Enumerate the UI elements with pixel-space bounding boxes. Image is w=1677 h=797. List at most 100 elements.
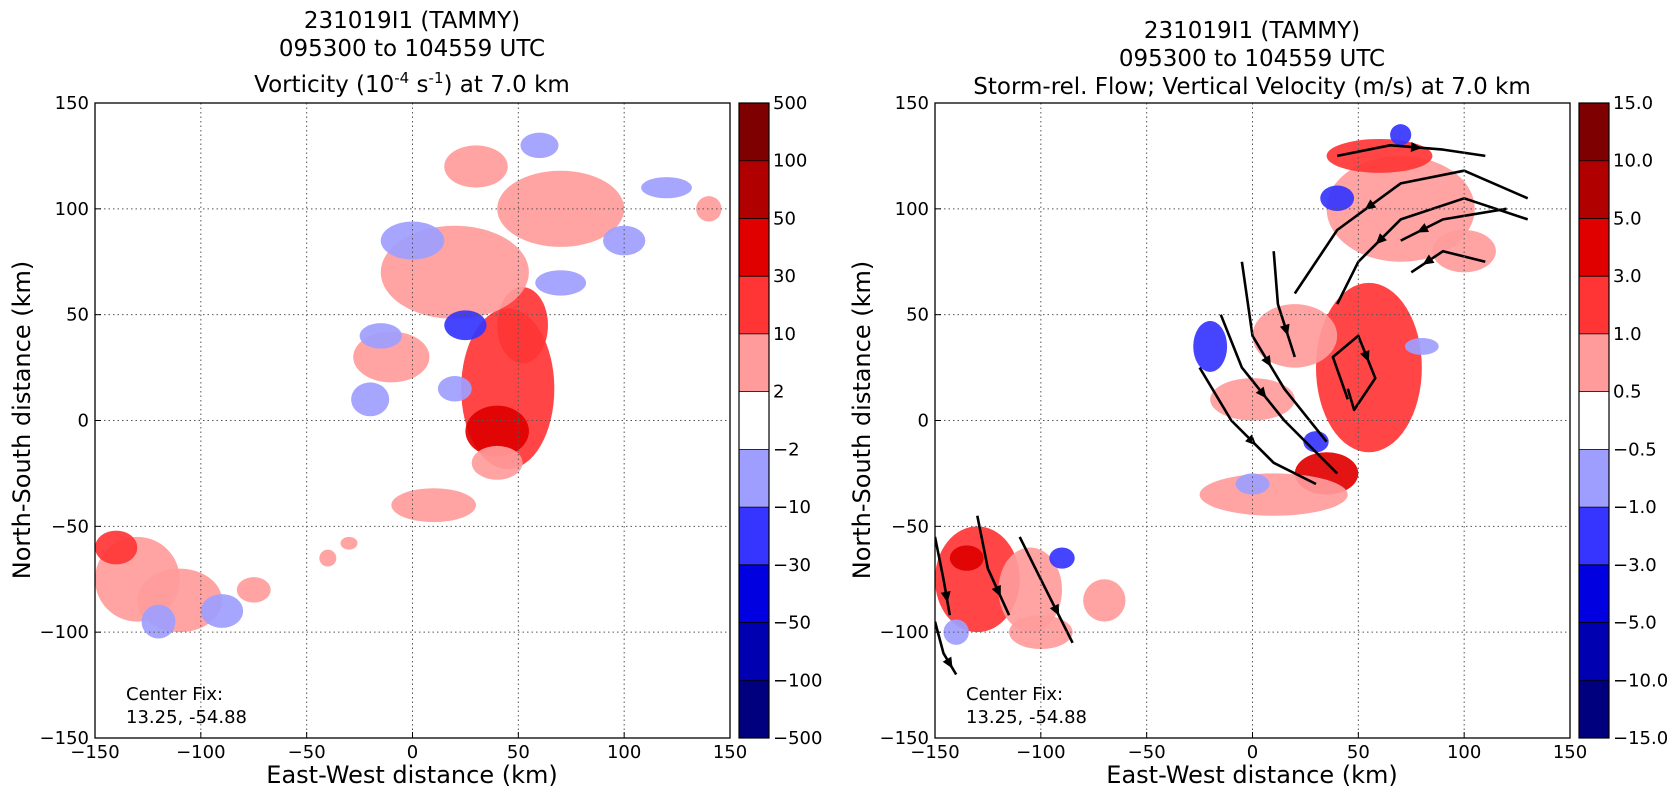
- colorbar-frame: [738, 102, 770, 739]
- colorbar-segment: [739, 391, 769, 450]
- title-field-post: ) at 7.0 km: [444, 72, 570, 98]
- y-axis-label: North-South distance (km): [848, 261, 876, 580]
- streamline-arrowhead: [1360, 350, 1370, 363]
- field-contour-blob: [949, 545, 984, 571]
- field-contour-blob: [1320, 185, 1355, 211]
- colorbar-tick-label: −50: [773, 613, 811, 634]
- x-ticks: −150 −100 −50 0 50 100 150: [70, 732, 747, 763]
- field-contour-blob: [95, 530, 138, 565]
- y-tick-label: −150: [880, 728, 929, 749]
- y-tick-label: 100: [55, 199, 89, 220]
- vertical-velocity-panel: 231019I1 (TAMMY) 095300 to 104559 UTC St…: [848, 18, 1668, 789]
- colorbar-tick-label: 10.0: [1613, 151, 1653, 172]
- field-contour-blob: [200, 594, 244, 628]
- field-contour-blob: [1404, 337, 1439, 355]
- colorbar-segment: [739, 103, 769, 161]
- y-axis-label: North-South distance (km): [8, 261, 36, 580]
- streamline-arrowhead: [1410, 142, 1422, 152]
- field-contour-blob: [1193, 321, 1228, 372]
- field-contour-blob: [1235, 473, 1270, 495]
- field-contour-blob: [351, 382, 390, 417]
- colorbar-segment: [1579, 680, 1609, 738]
- colorbar-tick-label: 100: [773, 151, 807, 172]
- x-tick-label: 100: [607, 742, 641, 763]
- x-tick-label: 0: [407, 742, 418, 763]
- x-tick-label: −50: [1128, 742, 1166, 763]
- y-ticks: −150 −100 −50 0 50 100 150: [40, 93, 101, 749]
- title-field-pre: Vorticity (10: [254, 72, 394, 98]
- vertical-velocity-field: [935, 124, 1496, 650]
- colorbar-tick-label: −500: [773, 728, 822, 749]
- field-contour-blob: [943, 619, 969, 645]
- x-tick-label: −50: [288, 742, 326, 763]
- colorbar-segment: [1579, 103, 1609, 161]
- y-tick-label: −100: [40, 622, 89, 643]
- x-tick-label: 150: [1553, 742, 1587, 763]
- field-contour-blob: [1210, 378, 1295, 421]
- y-tick-label: 100: [895, 199, 929, 220]
- field-contour-blob: [465, 405, 529, 457]
- colorbar-segment: [739, 449, 769, 508]
- field-contour-blob: [236, 577, 271, 603]
- colorbar-segment: [739, 564, 769, 623]
- colorbar-segment: [1579, 276, 1609, 334]
- colorbar-tick-label: 0.5: [1613, 382, 1642, 403]
- x-tick-label: −100: [1016, 742, 1065, 763]
- colorbar-tick-label: −30: [773, 555, 811, 576]
- field-contour-blob: [391, 488, 476, 523]
- field-contour-blob: [641, 177, 692, 199]
- x-tick-label: 50: [507, 742, 530, 763]
- field-contour-blob: [444, 310, 487, 341]
- colorbar-segment: [1579, 333, 1609, 392]
- y-ticks: −150 −100 −50 0 50 100 150: [880, 93, 941, 749]
- center-fix-value: 13.25, -54.88: [966, 707, 1087, 728]
- y-tick-label: 150: [55, 93, 89, 114]
- streamline-arrowhead: [991, 584, 1001, 597]
- y-tick-label: 0: [78, 411, 89, 432]
- colorbar-segment: [739, 160, 769, 219]
- colorbar-tick-label: −5.0: [1613, 613, 1657, 634]
- x-tick-label: −150: [70, 742, 119, 763]
- grid: [95, 103, 730, 738]
- colorbar-tick-label: 10: [773, 324, 796, 345]
- streamline-arrowhead: [1279, 323, 1290, 336]
- colorbar-tick-label: 3.0: [1613, 266, 1642, 287]
- streamline: [1410, 249, 1486, 274]
- colorbar: 15.0 10.0 5.0 3.0 1.0 0.5 −0.5 −1.0 −3.0 −5.0 −10.…: [1578, 93, 1668, 749]
- colorbar-tick-label: −15.0: [1613, 728, 1668, 749]
- colorbar-segment: [1579, 622, 1609, 681]
- field-contour-blob: [340, 536, 358, 550]
- x-axis-label: East-West distance (km): [1106, 761, 1397, 789]
- streamline-arrowhead: [1261, 355, 1272, 367]
- field-contour-blob: [444, 145, 508, 188]
- colorbar-tick-label: 1.0: [1613, 324, 1642, 345]
- streamline: [935, 536, 952, 616]
- colorbar-tick-label: 2: [773, 382, 784, 403]
- colorbar-segment: [739, 507, 769, 565]
- y-tick-label: −150: [40, 728, 89, 749]
- colorbar-segment: [739, 622, 769, 681]
- streamline: [1293, 169, 1529, 295]
- streamline: [1400, 207, 1507, 242]
- streamline: [1272, 251, 1297, 358]
- colorbar-segment: [739, 218, 769, 277]
- title-field-exp1: -4: [394, 69, 409, 87]
- field-contour-blob: [497, 287, 548, 364]
- colorbar: 500 100 50 30 10 2 −2 −10 −30 −50 −100 −500: [738, 93, 822, 749]
- field-contour-blob: [603, 225, 646, 256]
- colorbar-tick-label: 15.0: [1613, 93, 1653, 114]
- streamline-arrowhead: [1049, 603, 1060, 616]
- field-contour-blob: [319, 549, 337, 567]
- field-contour-blob: [1009, 615, 1073, 650]
- streamline-arrowhead: [1364, 199, 1377, 210]
- chart-title-line-3: Vorticity (10-4 s-1) at 7.0 km: [254, 69, 570, 98]
- colorbar-tick-label: 5.0: [1613, 208, 1642, 229]
- y-tick-label: 150: [895, 93, 929, 114]
- field-contour-blob: [520, 132, 559, 159]
- field-contour-blob: [1199, 473, 1348, 516]
- chart-title-line-3: Storm-rel. Flow; Vertical Velocity (m/s)…: [973, 74, 1531, 100]
- center-fix-label: Center Fix:: [126, 684, 223, 705]
- colorbar-segment: [1579, 391, 1609, 450]
- streamline-arrowhead: [1255, 386, 1267, 399]
